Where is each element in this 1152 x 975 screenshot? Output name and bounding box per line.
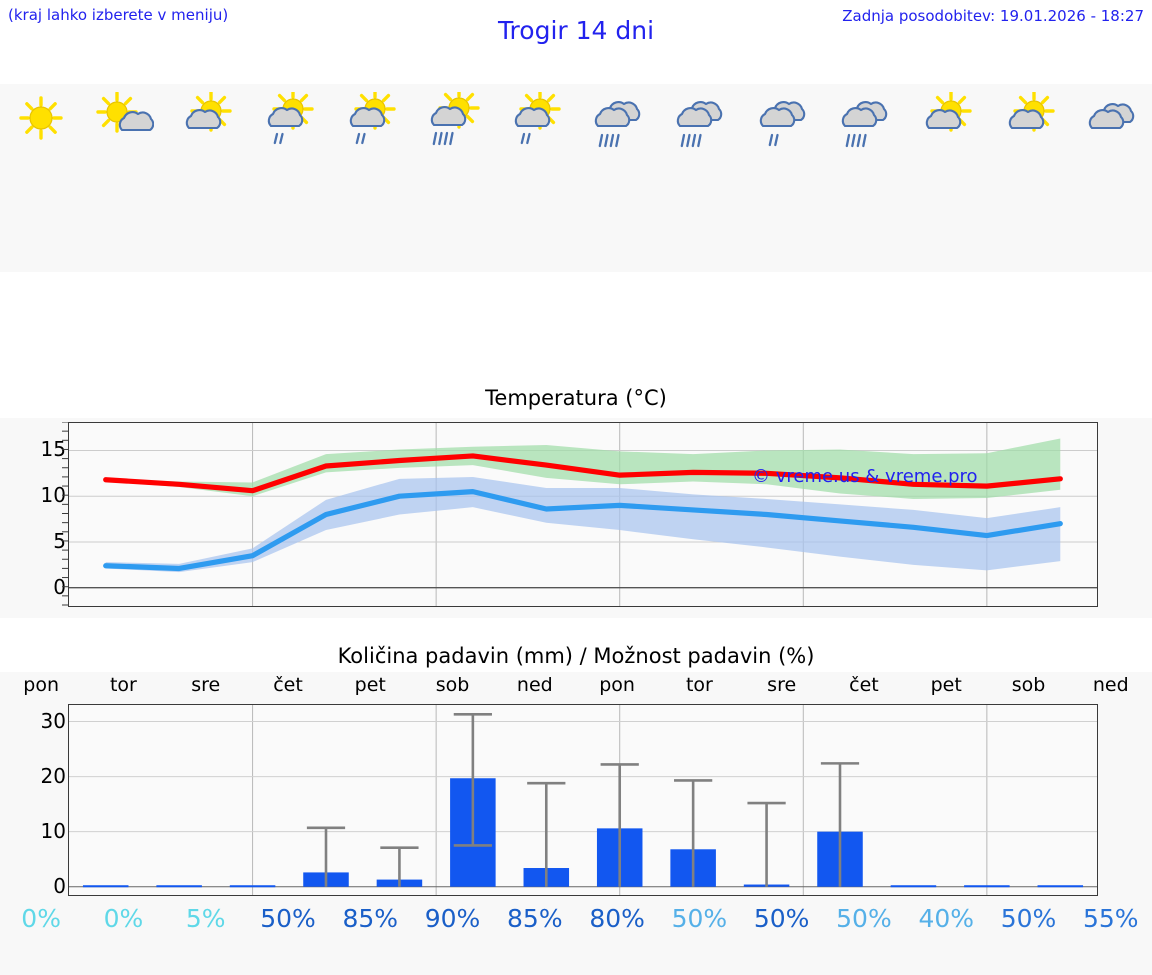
precipitation-y-tick-label: 0 (53, 873, 66, 898)
day-column (987, 84, 1069, 272)
precipitation-day-label: sob (1011, 674, 1046, 696)
temperature-y-tick-label: 5 (53, 528, 66, 553)
cloud-sun-icon (905, 91, 987, 149)
day-column (823, 84, 905, 272)
precipitation-day-label: ned (516, 674, 553, 696)
temperature-axis-ticks (61, 422, 69, 607)
sun-cloud-icon (82, 91, 164, 149)
day-column (494, 84, 576, 272)
day-column (576, 84, 658, 272)
precipitation-day-label: ned (1092, 674, 1129, 696)
precipitation-day-label: sob (435, 674, 470, 696)
precipitation-probability-label: 55% (1083, 904, 1139, 933)
cloud-sun-icon (987, 91, 1069, 149)
precipitation-probability-label: 0% (103, 904, 144, 933)
menu-hint-text: (kraj lahko izberete v meniju) (8, 6, 229, 24)
precipitation-y-tick-label: 10 (40, 818, 66, 843)
cloud-rain-light-icon (741, 91, 823, 149)
precipitation-plot-area: 0% 0% 5% 50% 85% 90% 85% 80% 50% 50% 50% 40% 50% 55% … (0, 698, 1152, 975)
cloud-rain-heavy-icon (658, 91, 740, 149)
day-column (905, 84, 987, 272)
precipitation-day-label: sre (191, 674, 221, 696)
precipitation-day-label: tor (109, 674, 137, 696)
sunny-icon (0, 91, 82, 149)
precipitation-day-labels: pon tor sre čet pet sob ned pon tor sre čet pet sob n… (0, 672, 1152, 698)
precipitation-probability-label: 50% (671, 904, 728, 933)
day-column (411, 84, 493, 272)
precipitation-y-tick-label: 20 (40, 763, 66, 788)
cloudy-icon (1070, 91, 1152, 149)
precipitation-day-label: čet (849, 674, 879, 696)
precipitation-day-label: pon (599, 674, 635, 696)
precipitation-chart-section: Količina padavin (mm) / Možnost padavin … (0, 640, 1152, 975)
page-title: Trogir 14 dni (497, 16, 655, 45)
precipitation-day-label: pon (23, 674, 59, 696)
watermark: © vreme.us & vreme.pro (752, 466, 978, 487)
precipitation-probability-label: 50% (753, 904, 810, 933)
day-column (247, 84, 329, 272)
precipitation-day-label: sre (767, 674, 797, 696)
precipitation-day-label: pet (930, 674, 962, 696)
precipitation-probability-label: 0% (21, 904, 61, 933)
sun-cloud-rain-light-icon (247, 91, 329, 149)
precipitation-percent-labels: 0% 0% 5% 50% 85% 90% 85% 80% 50% 50% 50% 40% 50% 55% (0, 903, 1152, 935)
precipitation-probability-label: 50% (836, 904, 892, 933)
precipitation-probability-label: 90% (424, 904, 481, 933)
temperature-plot (68, 422, 1098, 607)
day-column (82, 84, 164, 272)
day-column (329, 84, 411, 272)
day-column (0, 84, 82, 272)
precipitation-plot (68, 704, 1098, 896)
temperature-chart-section: Temperatura (°C) 0 5 10 15 (0, 381, 1152, 618)
cloud-sun-icon (165, 91, 247, 149)
cloud-rain-heavy-icon (576, 91, 658, 149)
precipitation-probability-label: 85% (507, 904, 563, 933)
precipitation-day-label: tor (685, 674, 713, 696)
sun-cloud-rain-heavy-icon (411, 91, 493, 149)
day-column (1070, 84, 1152, 272)
precipitation-chart-title: Količina padavin (mm) / Možnost padavin … (337, 644, 815, 668)
sun-cloud-rain-light-icon (329, 91, 411, 149)
page-header: (kraj lahko izberete v meniju) Trogir 14… (0, 0, 1152, 58)
sun-cloud-rain-light-icon (494, 91, 576, 149)
day-column (741, 84, 823, 272)
last-update-text: Zadnja posodobitev: 19.01.2026 - 18:27 (842, 7, 1144, 25)
day-column (165, 84, 247, 272)
precipitation-probability-label: 50% (260, 904, 316, 933)
day-column (658, 84, 740, 272)
precipitation-probability-label: 5% (185, 904, 226, 933)
precipitation-probability-label: 85% (342, 904, 399, 933)
temperature-y-tick-label: 10 (40, 483, 66, 508)
temperature-plot-area: 0 5 10 15 (0, 418, 1152, 618)
precipitation-day-label: čet (273, 674, 303, 696)
precipitation-probability-label: 50% (1000, 904, 1057, 933)
precipitation-day-label: pet (354, 674, 386, 696)
cloud-rain-heavy-icon (823, 91, 905, 149)
temperature-chart-title: Temperatura (°C) (485, 386, 667, 410)
precipitation-probability-label: 80% (589, 904, 645, 933)
precipitation-probability-label: 40% (918, 904, 975, 933)
temperature-y-tick-label: 15 (40, 437, 66, 462)
precipitation-y-tick-label: 30 (40, 708, 66, 733)
temperature-y-tick-label: 0 (53, 574, 66, 599)
daily-forecast-strip (0, 84, 1152, 272)
